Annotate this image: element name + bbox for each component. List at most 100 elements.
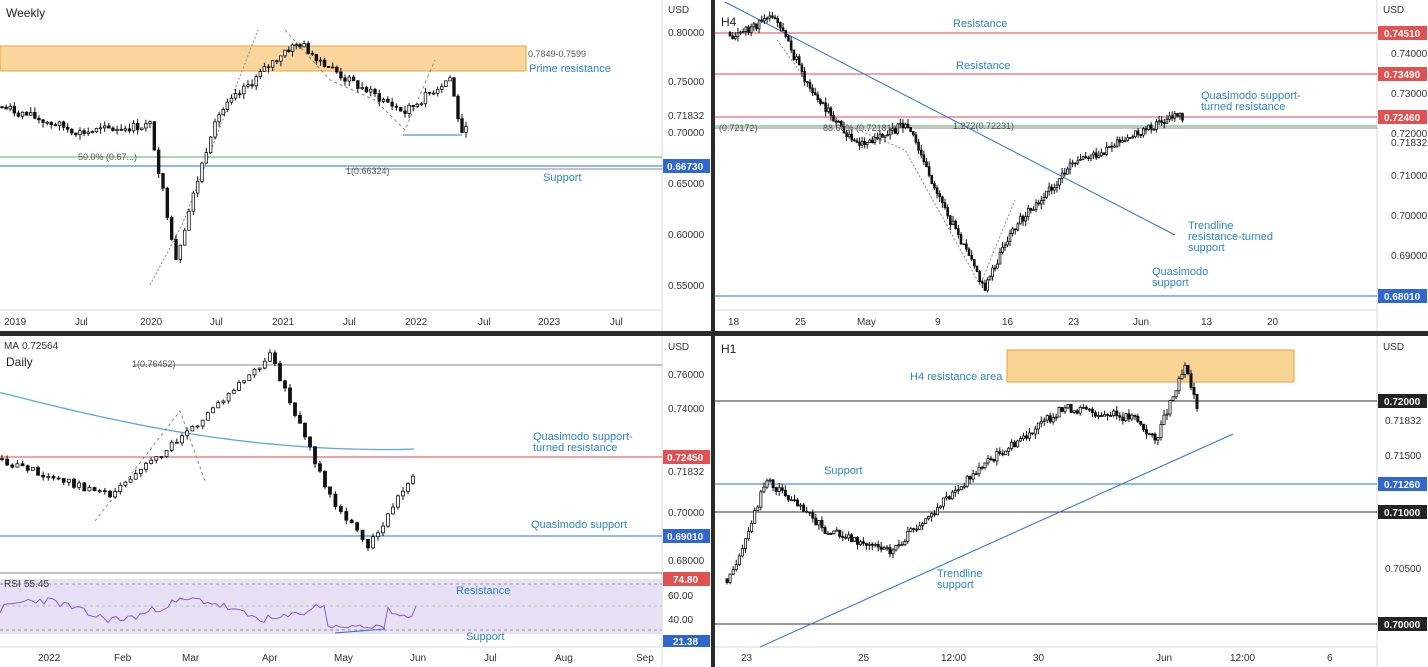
x-tick: 2022 <box>38 653 61 664</box>
candle-body <box>1096 415 1100 417</box>
weekly-chart[interactable]: 0.7849-0.7599 Prime resistance 50.0% (0.… <box>0 0 711 331</box>
candle-body <box>1006 241 1009 246</box>
candle-body <box>1013 441 1017 448</box>
candle-body <box>1016 440 1020 448</box>
trendline-label-1: Trendline <box>937 568 982 580</box>
ma-label: MA <box>4 341 19 352</box>
candle-body <box>1001 246 1004 253</box>
candle-body <box>1019 438 1023 442</box>
candle-body <box>302 43 306 48</box>
candle-body <box>94 128 99 133</box>
candle-body <box>133 473 138 480</box>
candle-body <box>747 531 751 540</box>
candle-body <box>879 546 883 550</box>
h4-area-label: H4 resistance area <box>910 371 1003 383</box>
candle-body <box>1118 139 1122 143</box>
fib-1272-label: 1.272(0.72231) <box>953 121 1014 131</box>
candle-body <box>290 44 295 52</box>
candle-body <box>394 105 399 108</box>
candle-body <box>335 66 339 73</box>
candle-body <box>1130 414 1134 420</box>
candle-body <box>891 127 895 131</box>
candle-body <box>1040 200 1043 205</box>
x-tick: Jun <box>1133 317 1149 328</box>
candle-body <box>1181 112 1184 121</box>
candle-body <box>216 402 221 409</box>
candle-body <box>149 459 154 464</box>
candle-body <box>1058 177 1061 186</box>
candle-body <box>24 111 29 116</box>
candle-body <box>861 541 865 544</box>
candle-body <box>768 15 772 19</box>
candle-body <box>169 441 174 451</box>
x-tick: 2019 <box>4 317 27 328</box>
candle-body <box>180 435 184 444</box>
candle-body <box>858 541 862 545</box>
candle-body <box>855 536 859 545</box>
currency-label: USD <box>1383 5 1404 16</box>
candle-body <box>205 412 210 421</box>
x-tick: 25 <box>795 317 807 328</box>
candle-body <box>314 53 319 62</box>
candle-body <box>238 93 242 96</box>
candle-body <box>78 130 82 136</box>
weekly-chart-panel[interactable]: 0.7849-0.7599 Prime resistance 50.0% (0.… <box>0 0 711 331</box>
candle-body <box>287 49 291 52</box>
candle-body <box>41 474 46 478</box>
candle-body <box>1113 145 1116 148</box>
candle-body <box>294 44 298 47</box>
candle-body <box>45 121 49 124</box>
candle-body <box>753 510 757 524</box>
candle-body <box>1066 404 1070 409</box>
candle-body <box>343 77 347 82</box>
candle-body <box>1003 244 1007 248</box>
candle-body <box>152 121 157 151</box>
candle-body <box>783 489 787 497</box>
candle-body <box>765 480 769 488</box>
candle-body <box>847 133 851 138</box>
x-tick: Jul <box>484 653 497 664</box>
candle-body <box>339 71 343 79</box>
candle-body <box>897 544 901 547</box>
candle-body <box>1136 130 1140 136</box>
candle-body <box>1068 162 1072 170</box>
h4-chart-panel[interactable]: H4 Resistance Resistance Quasimodo suppo… <box>715 0 1428 331</box>
candle-body <box>1115 139 1119 147</box>
candle-body <box>456 95 460 120</box>
candle-body <box>12 105 17 114</box>
candle-body <box>998 451 1002 455</box>
candle-body <box>1007 447 1011 452</box>
candle-body <box>349 519 354 524</box>
candle-body <box>247 374 252 382</box>
trendline-label-2: support <box>937 579 974 591</box>
candle-body <box>1076 159 1080 164</box>
candle-body <box>229 97 234 103</box>
candle-body <box>1174 390 1178 398</box>
candle-body <box>1110 145 1114 148</box>
daily-chart-panel[interactable]: MA 0.72564 Daily 1(0.76452) Quasimodo su… <box>0 336 711 667</box>
h1-chart[interactable]: H1 H4 resistance area Support Trendline … <box>715 336 1428 667</box>
candle-body <box>891 549 895 555</box>
candle-body <box>211 407 215 414</box>
candle-body <box>135 122 140 131</box>
candle-body <box>57 121 62 127</box>
candle-body <box>169 217 174 240</box>
fib-886-label: 88.60% (0.72181) <box>823 123 895 133</box>
candle-body <box>811 512 815 519</box>
candle-body <box>448 77 452 82</box>
candle-body <box>1033 428 1037 435</box>
candle-body <box>865 142 869 146</box>
candle-body <box>278 363 282 382</box>
x-tick: 2021 <box>272 317 295 328</box>
candle-body <box>1057 407 1061 418</box>
candle-body <box>159 456 164 458</box>
daily-chart[interactable]: MA 0.72564 Daily 1(0.76452) Quasimodo su… <box>0 336 711 667</box>
candle-body <box>268 352 272 362</box>
candle-body <box>1152 128 1156 131</box>
candle-body <box>787 36 790 42</box>
candle-body <box>111 127 115 131</box>
h4-chart[interactable]: H4 Resistance Resistance Quasimodo suppo… <box>715 0 1428 331</box>
candle-body <box>1019 215 1022 225</box>
h1-chart-panel[interactable]: H1 H4 resistance area Support Trendline … <box>715 336 1428 667</box>
resistance-price-tag <box>663 450 710 464</box>
